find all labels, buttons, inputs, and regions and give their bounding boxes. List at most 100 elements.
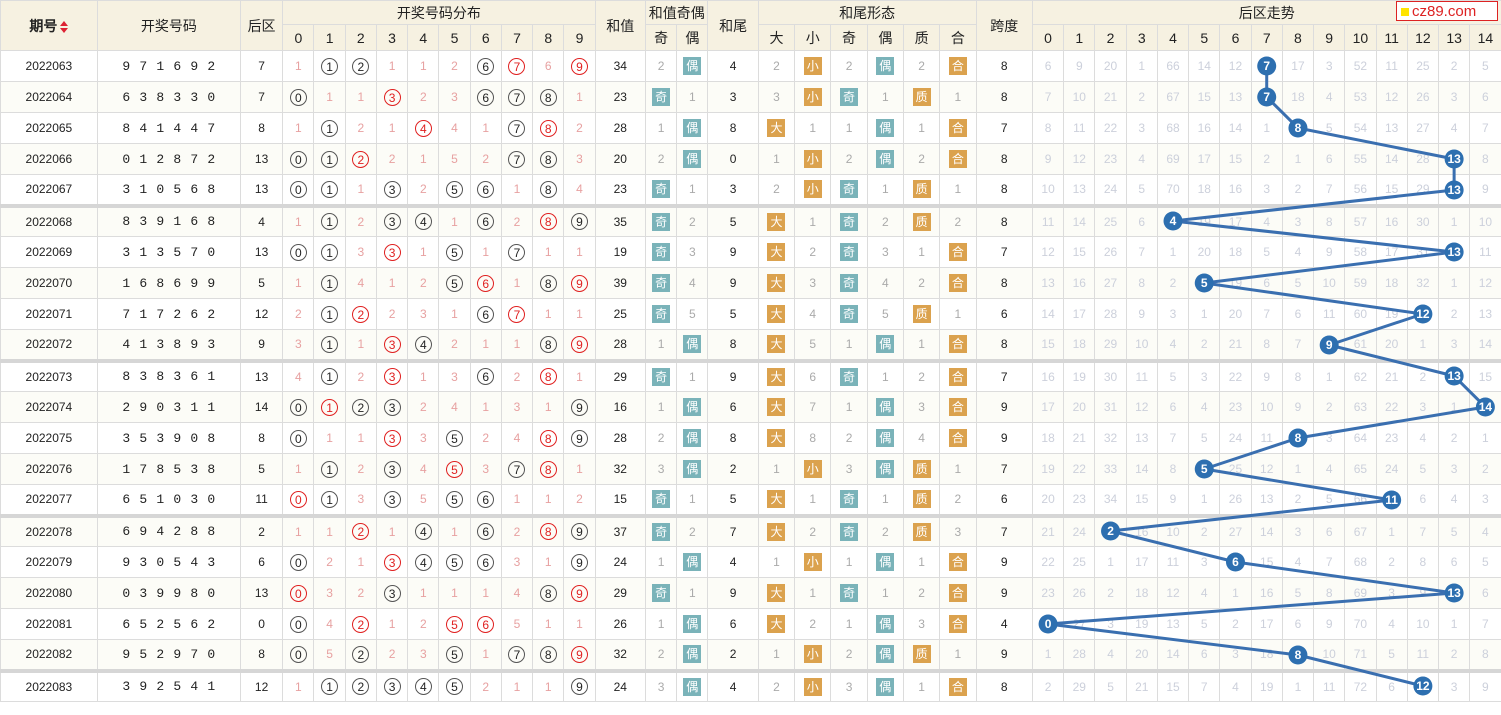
dist-cell: 1 <box>500 267 534 299</box>
trend-cell: 2 <box>1281 484 1315 518</box>
number-digit: 9 <box>173 430 182 446</box>
miss-count: 14 <box>1197 59 1211 73</box>
trend-cell: 10 <box>1063 81 1096 113</box>
period-cell: 2022075 <box>0 422 98 454</box>
trend-cell: 20 <box>1125 639 1158 673</box>
trend-cell: 22 <box>1094 112 1127 144</box>
tail-form-cell: 偶 <box>866 453 904 485</box>
miss-count: 1 <box>419 245 427 259</box>
trend-cell: 9 <box>1125 298 1158 330</box>
drawn-digit-ball: 3 <box>383 335 401 353</box>
drawn-digit-ball: 9 <box>570 645 588 663</box>
drawn-digit-ball: 2 <box>352 678 370 696</box>
miss-count: 25 <box>1228 462 1243 476</box>
miss-count: 9 <box>1075 59 1083 73</box>
miss-count: 62 <box>1353 369 1368 384</box>
trend-cell: 1 <box>1188 298 1221 330</box>
dist-cell: 4 <box>407 670 440 702</box>
sum-cell: 23 <box>594 81 646 113</box>
dist-cell: 5 <box>438 546 471 578</box>
trend-cell: 6 <box>1031 50 1065 82</box>
drawn-digit-ball: 4 <box>414 523 432 541</box>
miss-count: 8 <box>1294 369 1302 384</box>
dist-cell: 3 <box>500 391 534 423</box>
dist-cell: 2 <box>500 360 534 392</box>
trend-digit-header: 8 <box>1281 24 1315 51</box>
trend-cell: 3 <box>1469 484 1501 518</box>
trend-cell: 65 <box>1344 453 1377 485</box>
trend-cell: 14 <box>1219 112 1252 144</box>
miss-count: 20 <box>1197 245 1211 259</box>
trend-cell: 10 <box>1250 391 1283 423</box>
tail-cell: 7 <box>707 515 759 547</box>
drawn-digit-ball: 8 <box>539 523 557 541</box>
drawn-digit-ball: 0 <box>289 398 307 416</box>
dist-cell: 3 <box>344 484 377 518</box>
miss-count: 67 <box>1166 90 1180 104</box>
form-badge: 质 <box>912 212 931 231</box>
tail-form-cell: 2 <box>830 50 868 82</box>
dist-cell: 4 <box>407 329 440 363</box>
miss-count: 6 <box>1482 90 1489 104</box>
trend-cell: 17 <box>1125 546 1158 578</box>
tail-form-cell: 1 <box>794 112 832 144</box>
drawn-digit-ball: 4 <box>414 213 432 231</box>
trend-cell: 14 <box>1156 639 1190 673</box>
sum-parity-cell: 2 <box>676 205 709 237</box>
trend-cell: 18 <box>1219 236 1252 268</box>
tail-form-cell: 大 <box>757 112 796 144</box>
trend-cell: 20 <box>1094 50 1127 82</box>
number-digit: 6 <box>122 491 131 507</box>
number-digit: 3 <box>207 554 216 570</box>
tail-cell: 6 <box>707 391 759 423</box>
dist-cell: 1 <box>313 515 346 547</box>
drawn-digit-ball: 7 <box>508 88 526 106</box>
form-badge: 小 <box>803 57 822 75</box>
trend-cell: 11 <box>1313 298 1346 330</box>
dist-cell: 1 <box>532 236 565 268</box>
period-header[interactable]: 期号 <box>0 0 98 51</box>
trend-cell: 63 <box>1344 391 1377 423</box>
trend-cell: 14 <box>1469 329 1501 363</box>
trend-cell: 27 <box>1063 608 1096 640</box>
trend-cell: 28 <box>1063 639 1096 673</box>
miss-count: 5 <box>1138 182 1146 197</box>
trend-cell: 9 <box>1281 391 1315 423</box>
miss-count: 1 <box>419 369 427 384</box>
form-badge: 大 <box>767 243 786 261</box>
trend-cell <box>1250 81 1283 113</box>
trend-cell: 11 <box>1375 50 1408 82</box>
sum-parity-cell: 偶 <box>676 546 709 578</box>
drawn-digit-ball: 9 <box>570 523 588 541</box>
miss-count: 2 <box>482 431 490 445</box>
trend-cell: 18 <box>1375 267 1408 299</box>
miss-count: 11 <box>1260 431 1273 445</box>
number-digit: 8 <box>122 214 131 230</box>
tail-form-cell: 1 <box>794 484 832 518</box>
dist-cell: 7 <box>500 298 534 330</box>
miss-count: 1 <box>954 182 962 197</box>
table-row: 2022080 0 3 9 9 8 0 13 0 3 2 3 1 1 1 4 8 9 29 奇 1 9 大 1 奇 1 2 合 9 23 2… <box>0 577 1501 609</box>
miss-count: 65 <box>1353 462 1368 476</box>
site-logo[interactable]: cz89.com <box>1396 1 1498 21</box>
form-badge: 奇 <box>840 212 859 231</box>
trend-cell: 1 <box>1437 267 1471 299</box>
miss-count: 2 <box>845 152 853 166</box>
trend-cell: 23 <box>1031 577 1065 609</box>
miss-count: 9 <box>1294 400 1302 414</box>
number-digit: 1 <box>156 58 165 74</box>
trend-cell: 17 <box>1375 236 1408 268</box>
dist-cell: 6 <box>469 608 502 640</box>
drawn-digit-ball: 6 <box>477 213 495 231</box>
miss-count: 1 <box>357 337 365 352</box>
tail-form-cell: 偶 <box>866 112 904 144</box>
tail-cell: 0 <box>707 143 759 175</box>
miss-count: 4 <box>451 121 458 135</box>
miss-count: 5 <box>688 307 696 321</box>
dist-cell: 1 <box>500 670 534 702</box>
sort-icon[interactable] <box>60 20 69 33</box>
tail-form-cell: 1 <box>866 360 904 392</box>
